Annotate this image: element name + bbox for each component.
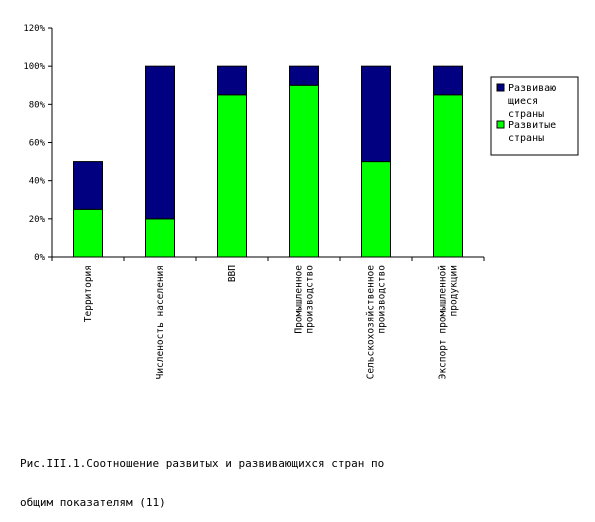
- y-tick-label: 20%: [29, 215, 46, 225]
- category-label: производство: [377, 265, 388, 334]
- legend-swatch: [496, 120, 505, 129]
- bar-segment: [289, 84, 319, 258]
- category-label: Территория: [83, 265, 94, 322]
- category-label: производство: [305, 265, 316, 334]
- bar-segment: [145, 218, 175, 258]
- bar-segment: [217, 65, 247, 96]
- category-label: ВВП: [227, 265, 238, 282]
- legend-label: щиеся: [508, 96, 538, 107]
- bar-segment: [217, 94, 247, 258]
- bar-segment: [73, 161, 103, 210]
- y-tick-label: 60%: [29, 139, 46, 149]
- y-tick-label: 40%: [29, 177, 46, 187]
- category-label: Экспорт промышленной: [438, 265, 449, 379]
- bar-segment: [433, 94, 463, 258]
- y-tick-label: 120%: [23, 24, 45, 34]
- figure-caption: Рис.III.1.Соотношение развитых и развива…: [20, 431, 540, 522]
- category-label: Сельскохозяйственное: [366, 265, 377, 380]
- category-label: Промышленное: [294, 265, 305, 334]
- category-label: Численость населения: [155, 265, 166, 379]
- bar-segment: [361, 161, 391, 258]
- category-label: продукции: [449, 265, 460, 316]
- y-tick-label: 80%: [29, 100, 46, 110]
- bar-segment: [433, 65, 463, 96]
- legend-label: Развиваю: [508, 83, 556, 94]
- legend-swatch: [496, 83, 505, 92]
- legend-label: страны: [508, 133, 544, 144]
- y-tick-label: 0%: [34, 253, 45, 263]
- bar-segment: [73, 208, 103, 258]
- y-tick-label: 100%: [23, 62, 45, 72]
- legend-label: страны: [508, 109, 544, 120]
- caption-line-1: Рис.III.1.Соотношение развитых и развива…: [20, 457, 385, 470]
- bar-segment: [289, 65, 319, 86]
- caption-line-2: общим показателям (11): [20, 496, 166, 509]
- bar-segment: [361, 65, 391, 163]
- stacked-bar-chart: 0% 20% 40% 60% 80% 100% 120% Территория Численос…: [23, 24, 579, 380]
- legend-label: Развитые: [508, 120, 556, 131]
- legend-box: [490, 76, 579, 156]
- bar-segment: [145, 65, 175, 220]
